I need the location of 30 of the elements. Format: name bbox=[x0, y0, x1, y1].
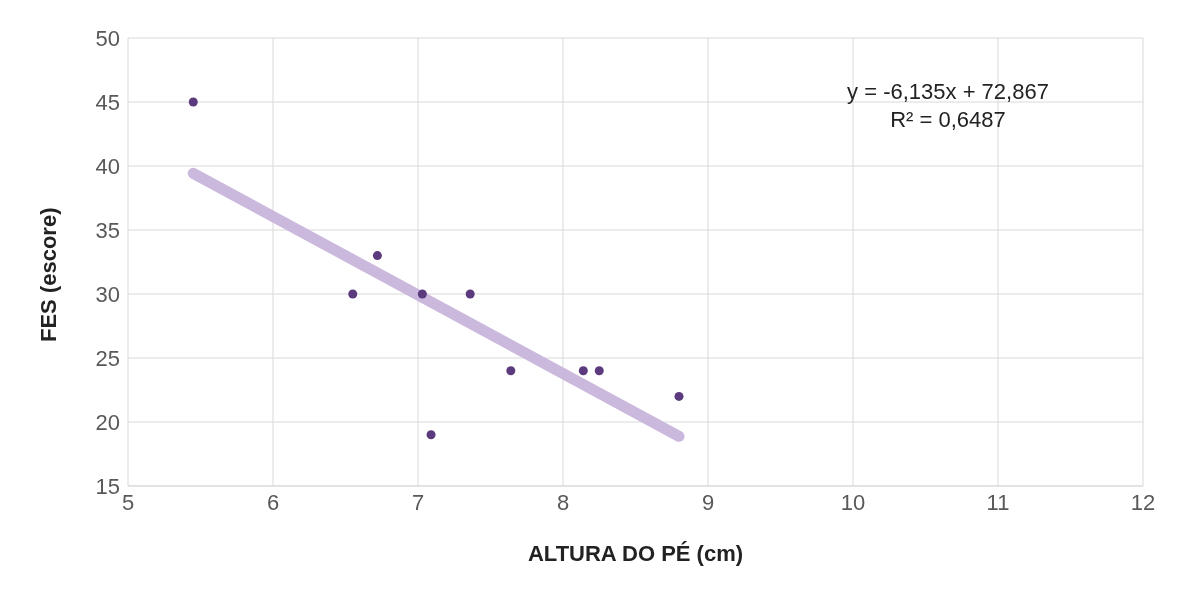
x-tick-label: 5 bbox=[121, 489, 135, 515]
point bbox=[594, 366, 604, 376]
y-tick-label: 20 bbox=[95, 409, 120, 435]
annotation: y = -6,135x + 72,867 bbox=[846, 78, 1050, 106]
x-tick-label: 10 bbox=[840, 489, 866, 515]
point bbox=[578, 366, 588, 376]
point bbox=[348, 289, 358, 299]
y-tick-label: 40 bbox=[95, 153, 120, 179]
x-tick-label: 8 bbox=[556, 489, 570, 515]
annotation: R² = 0,6487 bbox=[889, 106, 1007, 134]
x-tick-label: 6 bbox=[266, 489, 280, 515]
point bbox=[506, 366, 516, 376]
y-tick-label: 25 bbox=[95, 345, 120, 371]
y-axis-title: FES (escore) bbox=[35, 207, 61, 342]
point bbox=[426, 430, 436, 440]
x-tick-label: 11 bbox=[986, 489, 1010, 515]
point bbox=[417, 289, 427, 299]
point bbox=[372, 251, 382, 261]
x-tick-label: 12 bbox=[1130, 489, 1156, 515]
y-tick-label: 15 bbox=[95, 473, 120, 499]
y-tick-label: 35 bbox=[95, 217, 120, 243]
y-tick-label: 45 bbox=[95, 89, 120, 115]
point bbox=[674, 391, 684, 401]
point bbox=[465, 289, 475, 299]
y-tick-label: 30 bbox=[95, 281, 120, 307]
x-tick-label: 7 bbox=[411, 489, 425, 515]
point bbox=[188, 97, 198, 107]
x-axis-title: ALTURA DO PÉ (cm) bbox=[527, 541, 744, 566]
y-tick-label: 50 bbox=[95, 25, 120, 51]
x-tick-label: 9 bbox=[701, 489, 715, 515]
